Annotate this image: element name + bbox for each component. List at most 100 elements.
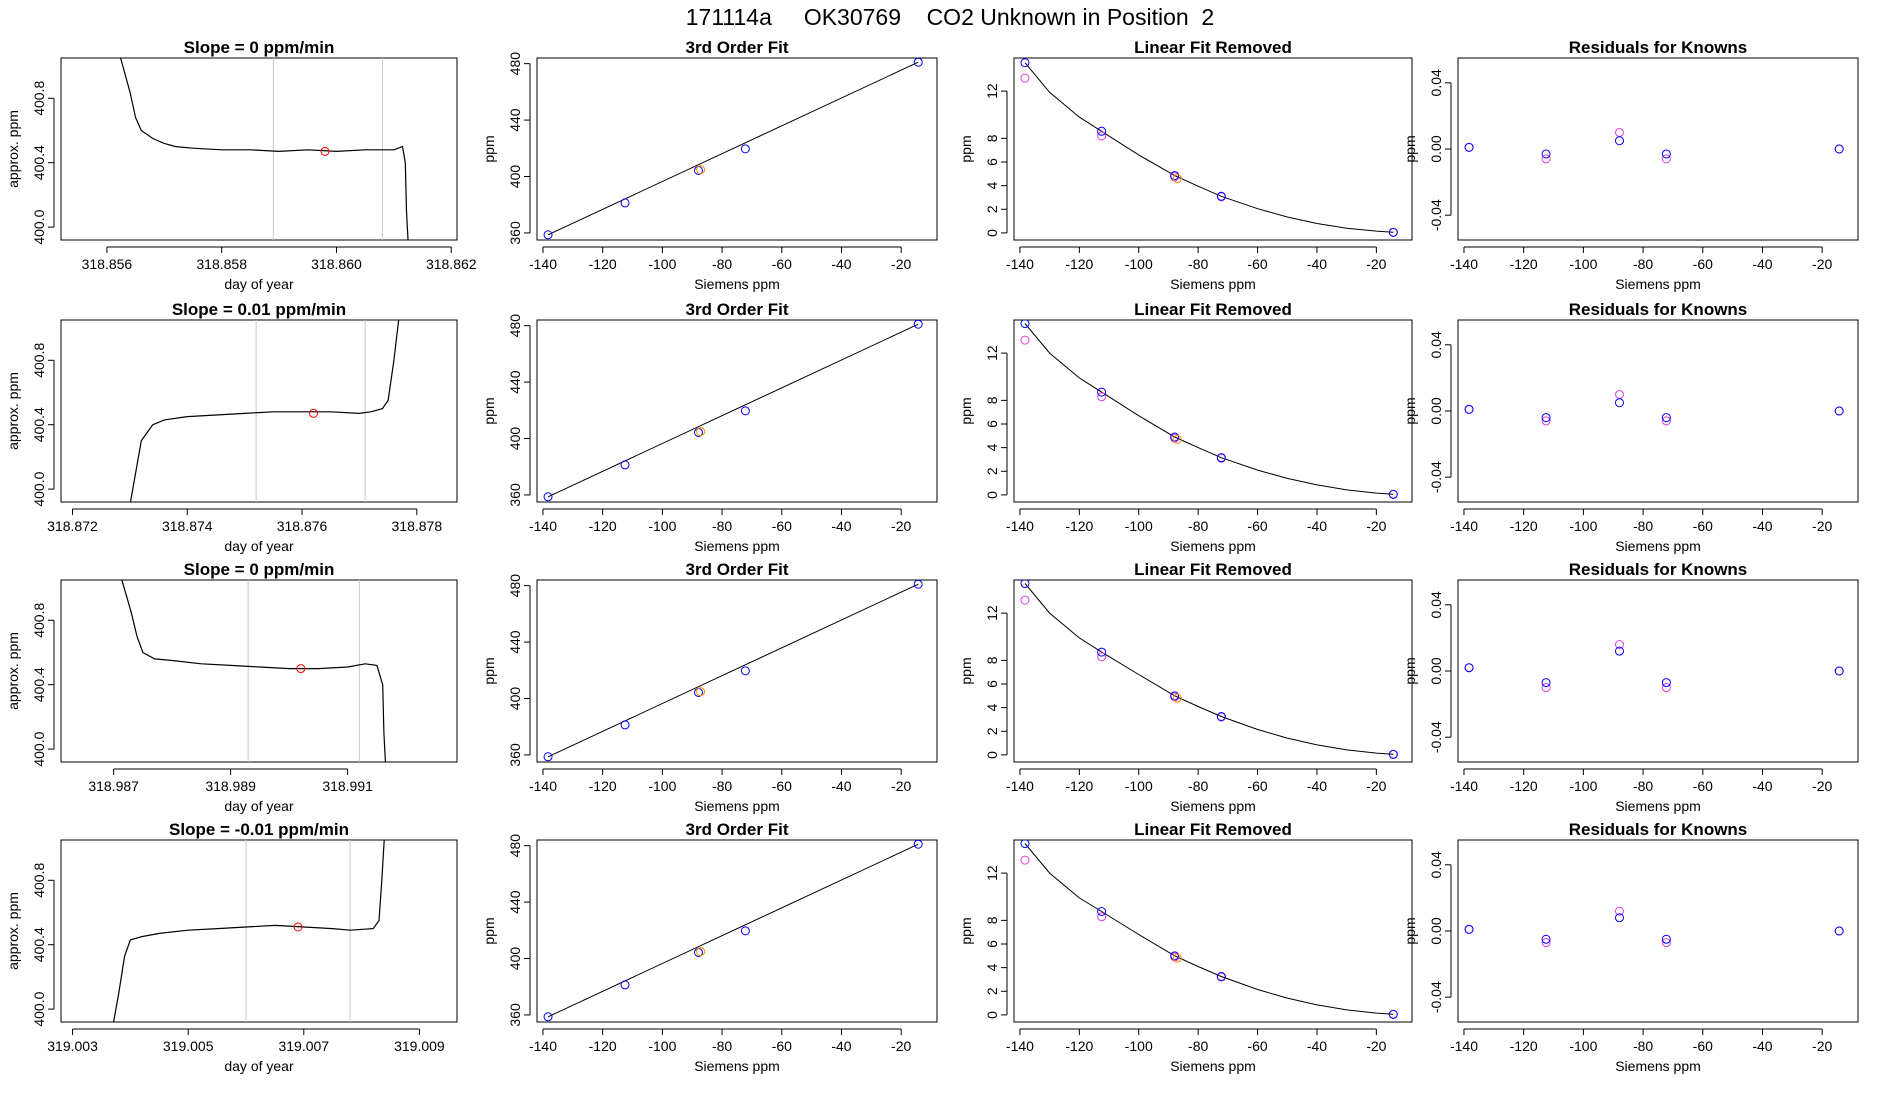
data-point <box>1614 646 1624 656</box>
x-tick-label: -40 <box>1307 1038 1327 1054</box>
data-point <box>1541 938 1551 948</box>
data-point <box>620 980 630 990</box>
y-tick-label: 480 <box>507 834 523 858</box>
y-tick-label: 2 <box>984 727 1000 735</box>
y-axis-label: approx. ppm <box>5 632 21 710</box>
data-point <box>1464 404 1474 414</box>
plot-frame <box>60 319 458 503</box>
y-axis: -0.04 0.00 0.04 ppm <box>1402 69 1452 231</box>
data-point <box>913 58 923 67</box>
y-axis-label: approx. ppm <box>5 892 21 970</box>
y-tick-label: 8 <box>984 134 1000 142</box>
fit-line <box>547 323 919 498</box>
data-point <box>1834 926 1844 936</box>
y-tick-label: 360 <box>507 1003 523 1027</box>
data-point <box>1216 453 1226 463</box>
plot-frame <box>1013 579 1413 763</box>
x-tick-label: -40 <box>831 518 851 534</box>
x-axis: 318.987 318.989 318.991 day of year <box>88 768 373 814</box>
y-tick-label: -0.04 <box>1428 461 1444 493</box>
x-tick-label: -20 <box>1812 518 1832 534</box>
unknown-marker <box>696 165 706 175</box>
plot-frame <box>536 579 938 763</box>
mean-marker <box>293 922 303 932</box>
plot-area <box>1464 127 1844 164</box>
x-tick-label: -60 <box>1247 256 1267 272</box>
y-tick-label: 6 <box>984 680 1000 688</box>
data-point <box>740 144 750 154</box>
x-tick-label: -40 <box>1752 256 1772 272</box>
y-tick-label: 2 <box>984 467 1000 475</box>
data-point <box>1541 154 1551 164</box>
data-point <box>1661 678 1671 688</box>
unknown-marker <box>1172 693 1182 703</box>
plot-frame <box>1013 57 1413 241</box>
plot-area <box>1020 580 1398 759</box>
y-tick-label: 400.4 <box>31 927 47 962</box>
chart-title: 3rd Order Fit <box>686 560 789 579</box>
y-tick-label: 12 <box>984 605 1000 621</box>
chart-title: Slope = 0.01 ppm/min <box>172 300 346 319</box>
y-tick-label: 440 <box>507 630 523 654</box>
unknown-marker <box>696 947 706 957</box>
y-axis-label: approx. ppm <box>5 372 21 450</box>
fit-curve <box>1024 583 1394 755</box>
y-axis: -0.04 0.00 0.04 ppm <box>1402 851 1452 1013</box>
x-tick-label: 318.876 <box>277 518 328 534</box>
x-tick-label: -80 <box>712 778 732 794</box>
y-tick-label: 4 <box>984 444 1000 452</box>
x-tick-label: -140 <box>529 518 557 534</box>
data-point <box>913 320 923 329</box>
x-tick-label: -140 <box>1006 778 1034 794</box>
y-axis-label: ppm <box>958 135 974 162</box>
x-axis-label: Siemens ppm <box>1170 1058 1256 1074</box>
chart-panel-14: 3rd Order Fit -140 -120 -100 -80 -60 -40 -20 Sie… <box>481 820 938 1074</box>
x-tick-label: -40 <box>1752 518 1772 534</box>
chart-title: Linear Fit Removed <box>1134 300 1292 319</box>
x-axis: 319.003 319.005 319.007 319.009 day of year <box>47 1028 445 1074</box>
x-tick-label: -20 <box>891 778 911 794</box>
x-tick-label: -100 <box>1569 256 1597 272</box>
plot-frame <box>1457 839 1859 1023</box>
chart-panel-13: Slope = -0.01 ppm/min 319.003 319.005 319.0… <box>5 820 458 1074</box>
x-axis-label: Siemens ppm <box>1615 276 1701 292</box>
data-point <box>1614 640 1624 650</box>
y-tick-label: 0.04 <box>1428 851 1444 878</box>
data-point <box>1464 663 1474 673</box>
y-tick-label: 8 <box>984 396 1000 404</box>
plot-frame <box>1457 57 1859 241</box>
x-tick-label: 318.989 <box>205 778 256 794</box>
x-tick-label: -120 <box>589 518 617 534</box>
data-point <box>1020 595 1030 605</box>
chart-panel-3: Linear Fit Removed-140 -120 -100 -80 -60 -40-… <box>958 38 1413 292</box>
data-point <box>913 580 923 589</box>
y-tick-label: 6 <box>984 940 1000 948</box>
y-tick-label: 4 <box>984 964 1000 972</box>
data-point <box>1020 335 1030 345</box>
x-tick-label: -120 <box>1065 256 1093 272</box>
data-point <box>1834 144 1844 154</box>
y-axis-label: ppm <box>958 657 974 684</box>
chart-panel-6: 3rd Order Fit -140 -120 -100 -80 -60 -40 -20 Sie… <box>481 300 938 554</box>
y-axis-label: approx. ppm <box>5 110 21 188</box>
plot-area <box>1464 906 1844 948</box>
y-tick-label: 0.00 <box>1428 657 1444 684</box>
y-tick-label: 400.0 <box>31 991 47 1026</box>
data-point <box>913 840 923 849</box>
chart-title: Slope = -0.01 ppm/min <box>169 820 349 839</box>
plot-frame <box>1013 319 1413 503</box>
y-tick-label: 400.4 <box>31 145 47 180</box>
data-point <box>1097 907 1107 916</box>
x-tick-label: -60 <box>772 778 792 794</box>
data-point <box>1614 127 1624 137</box>
y-axis-label: ppm <box>1402 917 1418 944</box>
unknown-marker <box>1172 953 1182 963</box>
plot-area <box>1464 640 1844 693</box>
fit-line <box>547 843 919 1018</box>
x-tick-label: -140 <box>1450 1038 1478 1054</box>
y-tick-label: 0.04 <box>1428 591 1444 618</box>
x-axis-label: Siemens ppm <box>1170 276 1256 292</box>
x-axis-label: day of year <box>224 276 294 292</box>
data-point <box>1541 934 1551 944</box>
